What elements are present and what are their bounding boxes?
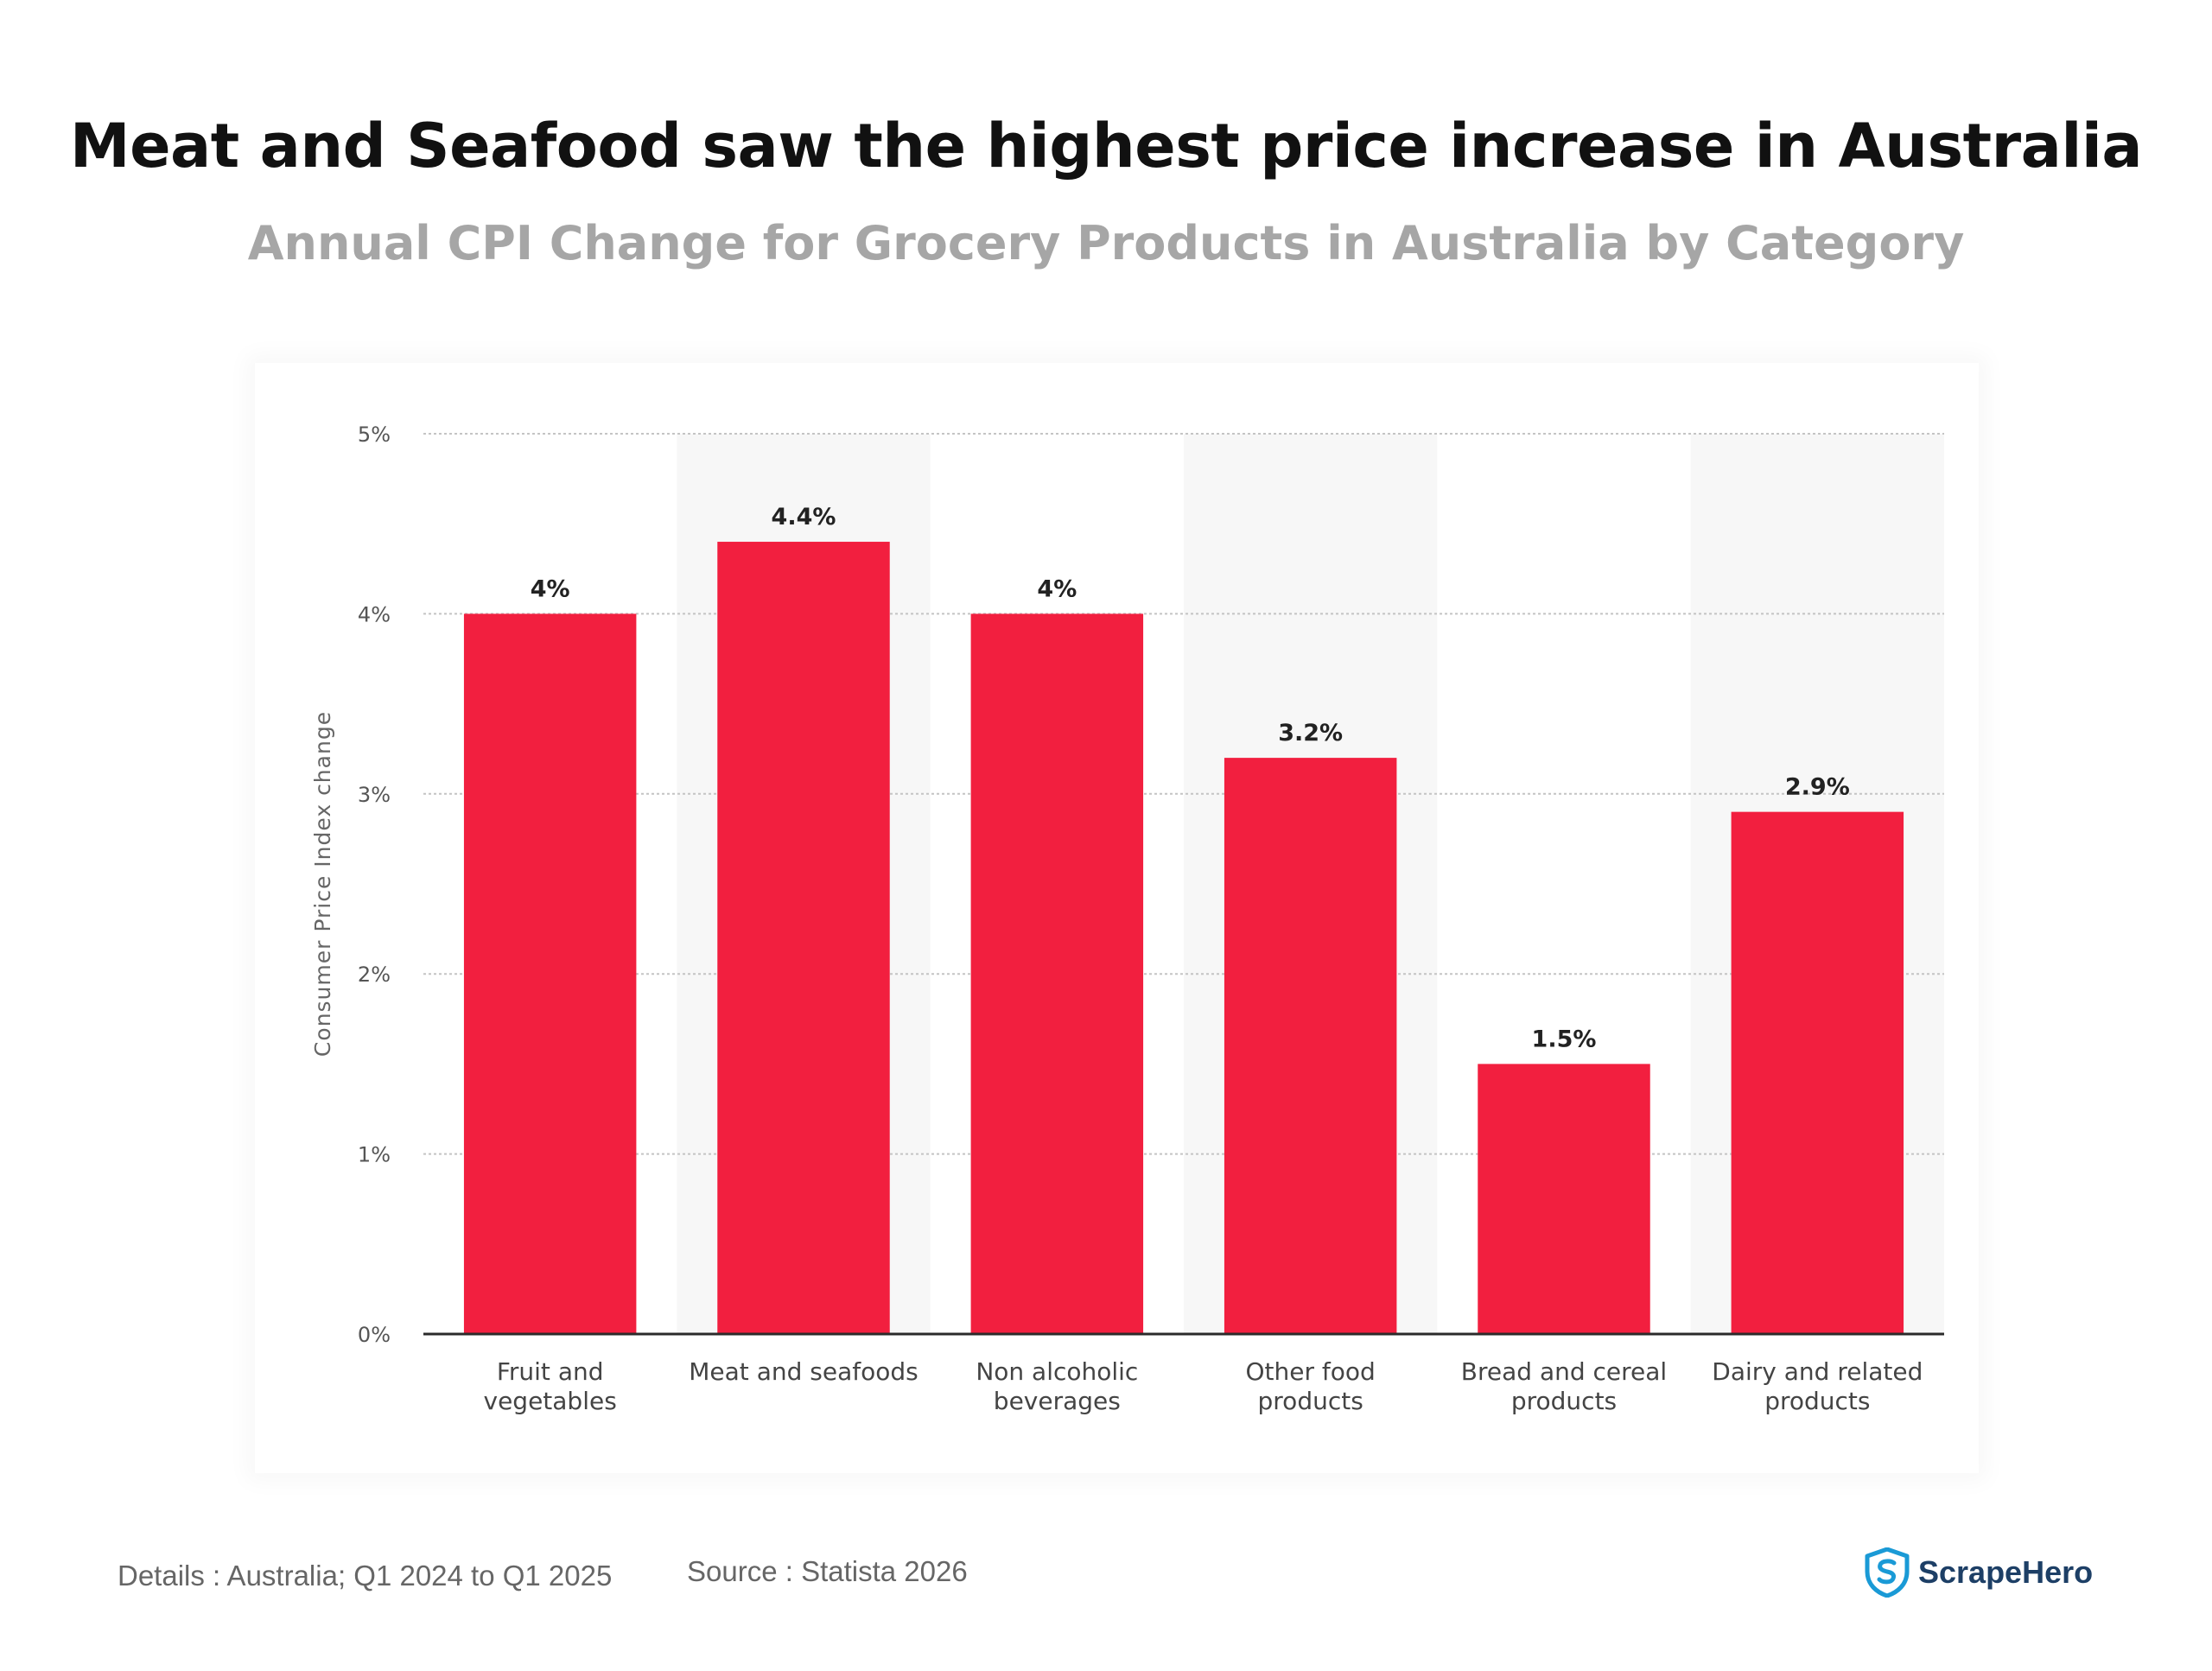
shield-logo-icon bbox=[1865, 1547, 1910, 1598]
brand-name: ScrapeHero bbox=[1918, 1554, 2094, 1590]
y-tick-label: 1% bbox=[358, 1143, 391, 1167]
x-category-label: beverages bbox=[994, 1387, 1121, 1415]
bar bbox=[463, 613, 637, 1334]
bar bbox=[1478, 1064, 1650, 1334]
x-category-label: products bbox=[1764, 1387, 1870, 1415]
x-category-label: Other food bbox=[1246, 1357, 1376, 1386]
brand-logo: ScrapeHero bbox=[1865, 1547, 2093, 1598]
bar-value-label: 4% bbox=[1037, 575, 1077, 602]
y-tick-label: 5% bbox=[358, 423, 391, 447]
x-category-label: vegetables bbox=[484, 1387, 617, 1415]
y-tick-label: 4% bbox=[358, 602, 391, 626]
y-tick-label: 2% bbox=[358, 963, 391, 987]
chart-panel: 0% 1% 2% 3% 4% 5% Consumer Price Index change 4… bbox=[255, 363, 1979, 1473]
y-tick-label: 3% bbox=[358, 783, 391, 807]
x-category-label: Dairy and related bbox=[1712, 1357, 1923, 1386]
x-category-label: Meat and seafoods bbox=[689, 1357, 918, 1386]
y-tick-label: 0% bbox=[358, 1323, 391, 1347]
x-category-label: products bbox=[1511, 1387, 1617, 1415]
bar bbox=[1224, 758, 1397, 1334]
bar bbox=[970, 613, 1144, 1334]
bar-value-label: 1.5% bbox=[1532, 1026, 1597, 1052]
chart-subtitle: Annual CPI Change for Grocery Products i… bbox=[247, 216, 1965, 270]
bar bbox=[1731, 811, 1904, 1334]
source-note: Source : Statista 2026 bbox=[687, 1555, 968, 1587]
bar-value-label: 3.2% bbox=[1278, 720, 1343, 747]
bar-chart: 0% 1% 2% 3% 4% 5% Consumer Price Index change 4… bbox=[310, 423, 1944, 1415]
bar bbox=[717, 542, 890, 1334]
bar-value-label: 4% bbox=[531, 575, 570, 602]
bar-value-label: 2.9% bbox=[1785, 774, 1850, 801]
bar-value-label: 4.4% bbox=[772, 504, 836, 531]
details-note: Details : Australia; Q1 2024 to Q1 2025 bbox=[118, 1560, 613, 1592]
x-category-label: Fruit and bbox=[497, 1357, 604, 1386]
x-category-label: Bread and cereal bbox=[1461, 1357, 1667, 1386]
y-axis-label: Consumer Price Index change bbox=[310, 711, 335, 1057]
chart-title: Meat and Seafood saw the highest price i… bbox=[69, 111, 2143, 181]
x-category-label: products bbox=[1258, 1387, 1363, 1415]
x-category-label: Non alcoholic bbox=[976, 1357, 1138, 1386]
